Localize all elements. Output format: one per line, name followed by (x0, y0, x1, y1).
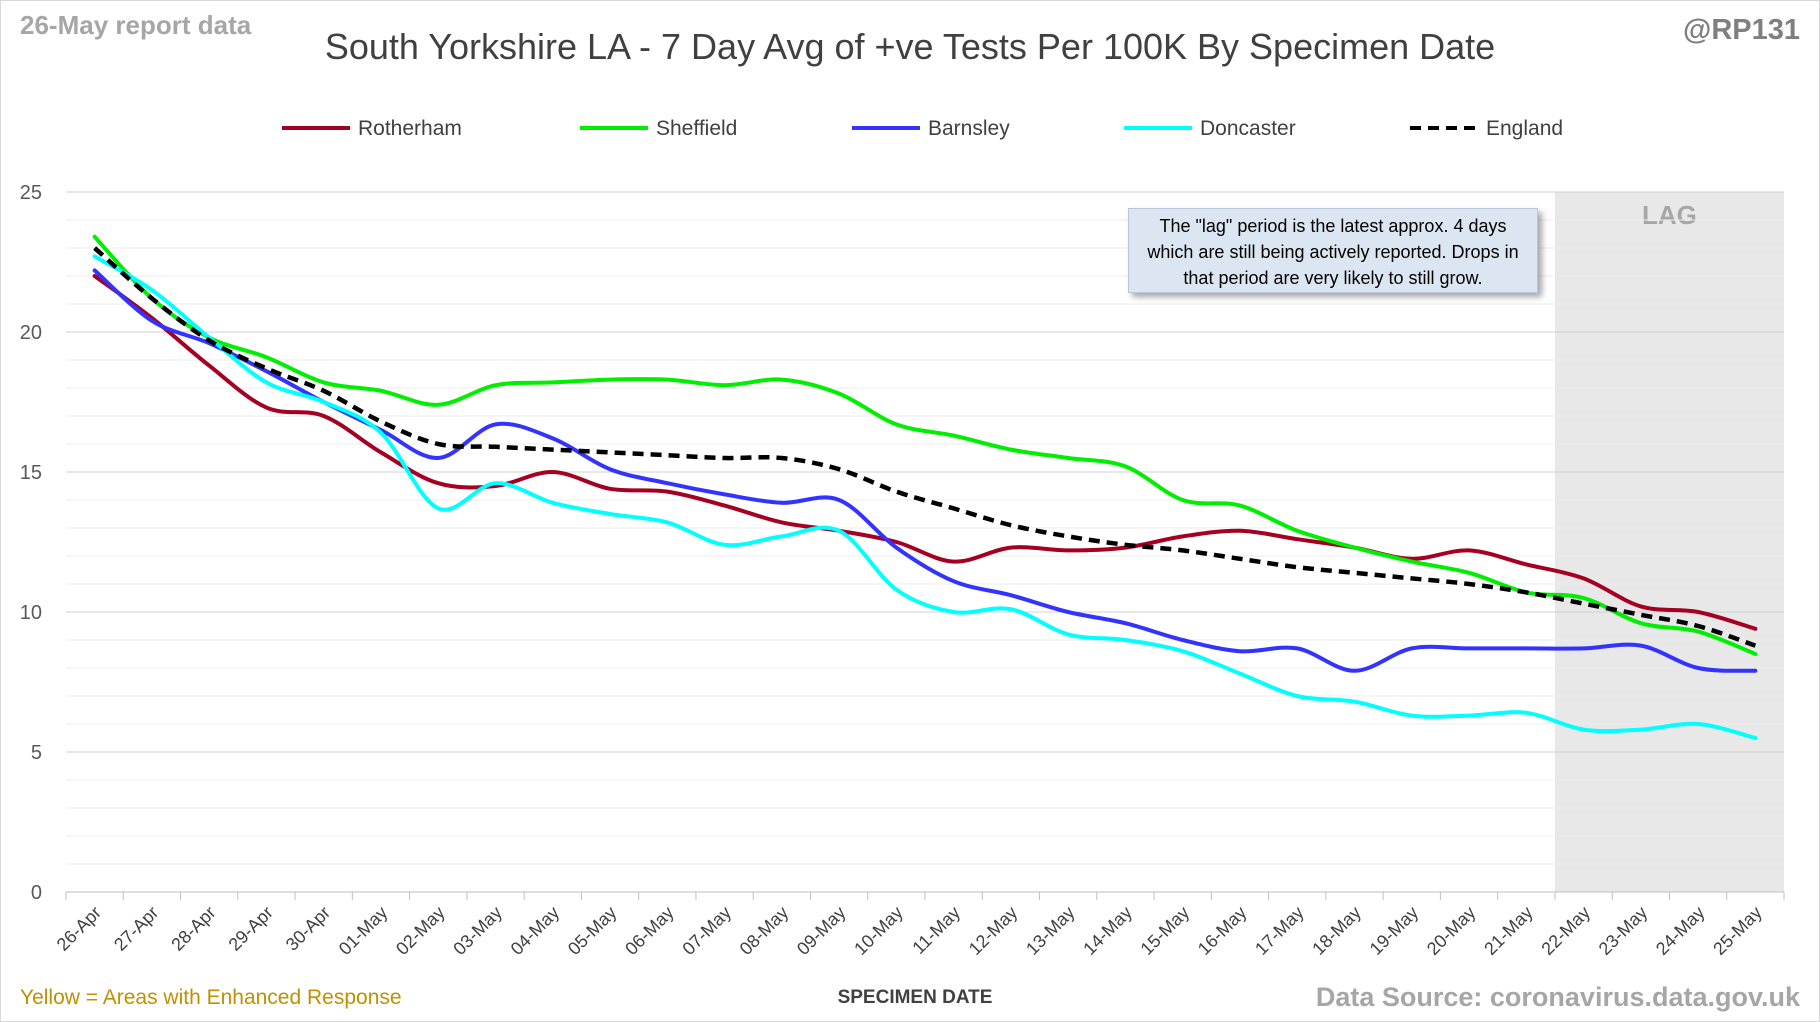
x-tick-label: 07-May (678, 902, 735, 959)
x-tick-label: 09-May (793, 902, 850, 959)
x-tick-label: 24-May (1652, 902, 1709, 959)
axes: 0 5 10 15 20 25 26-Apr 27-Apr 28-Apr 29-Apr 30-Apr… (20, 182, 1785, 959)
x-tick-label: 23-May (1595, 902, 1652, 959)
series-line-sheffield (92, 234, 1758, 656)
author-handle: @RP131 (1683, 14, 1800, 46)
series-line-england (93, 246, 1757, 648)
lag-label: LAG (1642, 200, 1697, 230)
x-tick-label: 14-May (1079, 902, 1136, 959)
series-lines (92, 234, 1758, 740)
x-tick-label: 26-Apr (53, 902, 105, 954)
y-tick-label: 0 (31, 882, 42, 904)
series-line-barnsley (92, 268, 1758, 673)
series-line-rotherham (92, 274, 1758, 631)
x-tick-label: 17-May (1251, 902, 1308, 959)
x-tick-label: 29-Apr (225, 902, 277, 954)
report-date-label: 26-May report data (20, 10, 252, 40)
x-tick-label: 02-May (392, 902, 449, 959)
lag-annotation: The "lag" period is the latest approx. 4… (1128, 208, 1538, 293)
x-tick-label: 25-May (1709, 902, 1766, 959)
x-tick-label: 03-May (449, 902, 506, 959)
y-tick-label: 25 (20, 182, 42, 204)
x-tick-label: 21-May (1480, 902, 1537, 959)
legend-label-sheffield: Sheffield (656, 117, 737, 140)
x-tick-label: 15-May (1137, 902, 1194, 959)
legend: Rotherham Sheffield Barnsley Doncaster Engla… (282, 117, 1563, 140)
x-tick-label: 12-May (965, 902, 1022, 959)
x-tick-label: 13-May (1022, 902, 1079, 959)
x-tick-label: 05-May (564, 902, 621, 959)
x-tick-label: 19-May (1366, 902, 1423, 959)
y-tick-label: 10 (20, 602, 42, 624)
x-tick-label: 20-May (1423, 902, 1480, 959)
y-tick-label: 20 (20, 322, 42, 344)
legend-label-rotherham: Rotherham (358, 117, 462, 140)
x-tick-label: 28-Apr (167, 902, 219, 954)
legend-label-barnsley: Barnsley (928, 117, 1010, 140)
x-tick-label: 27-Apr (110, 902, 162, 954)
series-line-doncaster (92, 254, 1758, 740)
grid (66, 191, 1784, 865)
x-tick-label: 04-May (507, 902, 564, 959)
legend-label-doncaster: Doncaster (1200, 117, 1296, 140)
x-tick-label: 22-May (1537, 902, 1594, 959)
x-tick-label: 11-May (908, 902, 964, 958)
x-tick-label: 10-May (850, 902, 907, 959)
y-tick-label: 15 (20, 462, 42, 484)
x-tick-label: 01-May (335, 902, 392, 959)
enhanced-response-note: Yellow = Areas with Enhanced Response (20, 986, 402, 1009)
legend-label-england: England (1486, 117, 1563, 140)
y-tick-label: 5 (31, 742, 42, 764)
x-tick-label: 06-May (621, 902, 678, 959)
x-axis-title: SPECIMEN DATE (838, 987, 993, 1008)
x-tick-label: 08-May (736, 902, 793, 959)
lag-region (1554, 192, 1784, 892)
x-tick-label: 18-May (1308, 902, 1365, 959)
x-tick-label: 16-May (1194, 902, 1251, 959)
x-tick-label: 30-Apr (282, 902, 334, 954)
chart-title: South Yorkshire LA - 7 Day Avg of +ve Te… (324, 26, 1496, 67)
data-source-note: Data Source: coronavirus.data.gov.uk (1315, 982, 1800, 1012)
